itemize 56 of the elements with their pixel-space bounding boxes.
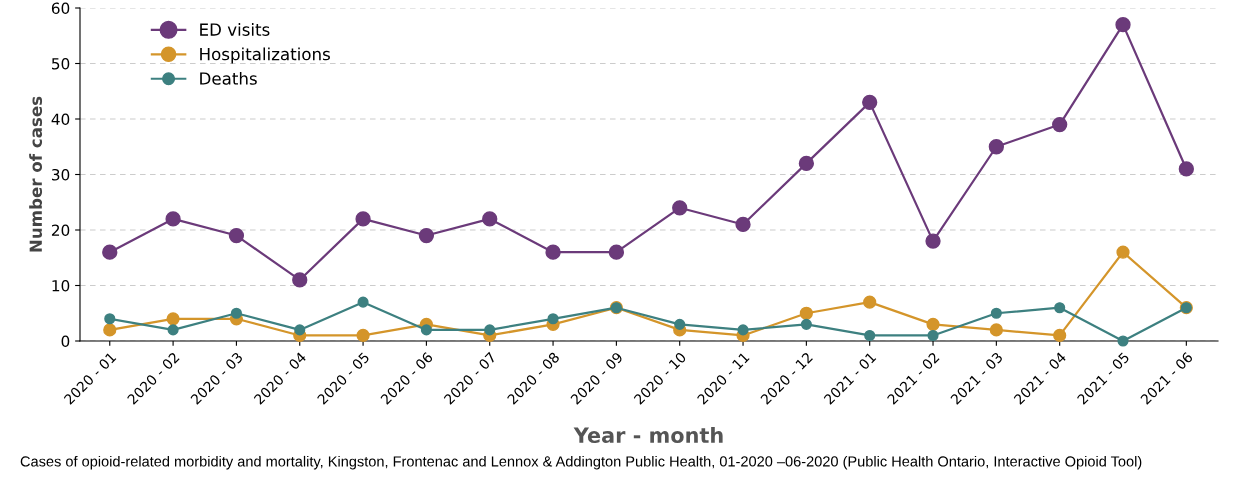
point	[1053, 328, 1067, 343]
point	[102, 244, 118, 260]
point	[166, 312, 180, 326]
point	[863, 295, 877, 309]
point	[230, 307, 242, 319]
point	[862, 94, 878, 110]
point	[104, 313, 116, 325]
legend-label: ED visits	[200, 23, 270, 36]
point	[545, 244, 561, 260]
point	[799, 306, 813, 320]
y-tick-label: 60	[51, 2, 70, 15]
point	[990, 307, 1002, 319]
point	[228, 227, 245, 244]
x-axis-title: Year - month	[573, 426, 723, 444]
point	[482, 211, 498, 227]
point	[484, 324, 496, 336]
y-tick-label: 20	[51, 224, 70, 237]
point	[167, 324, 179, 336]
point	[608, 244, 625, 260]
point	[927, 329, 939, 342]
y-tick-label: 10	[52, 279, 70, 292]
point	[1054, 302, 1066, 314]
point	[1117, 335, 1129, 347]
point	[418, 227, 435, 244]
point	[926, 317, 940, 331]
y-tick-label: 50	[52, 57, 70, 70]
point	[674, 318, 686, 330]
point	[737, 324, 749, 336]
point	[547, 313, 559, 325]
legend-label: Deaths	[200, 71, 257, 85]
point	[357, 296, 369, 308]
y-tick-label: 30	[52, 168, 70, 181]
point	[798, 155, 815, 172]
point	[988, 139, 1004, 155]
point	[292, 272, 308, 288]
point	[672, 200, 688, 216]
point	[356, 328, 370, 343]
point	[294, 324, 306, 336]
point	[864, 329, 876, 342]
y-tick-label: 0	[61, 335, 70, 348]
point	[1052, 116, 1068, 133]
legend-label: Hospitalizations	[200, 47, 330, 64]
point	[989, 323, 1003, 337]
point	[420, 324, 432, 336]
point	[735, 216, 751, 233]
point	[165, 211, 181, 227]
point	[1115, 17, 1131, 33]
y-axis-title: Number of cases	[29, 96, 43, 252]
point	[103, 323, 117, 337]
point	[925, 233, 941, 249]
text: Cases of opioid-related morbidity and mortality, Kingston, Frontenac and Lennox & Addington Public Health, 01-2020 –06-2020 (Public Health Ontario, Interactive Opioid Tool)	[20, 455, 1142, 470]
point	[1178, 161, 1194, 177]
point	[355, 211, 371, 227]
y-tick-label: 40	[51, 113, 70, 126]
point	[1116, 245, 1130, 259]
point	[800, 318, 812, 330]
